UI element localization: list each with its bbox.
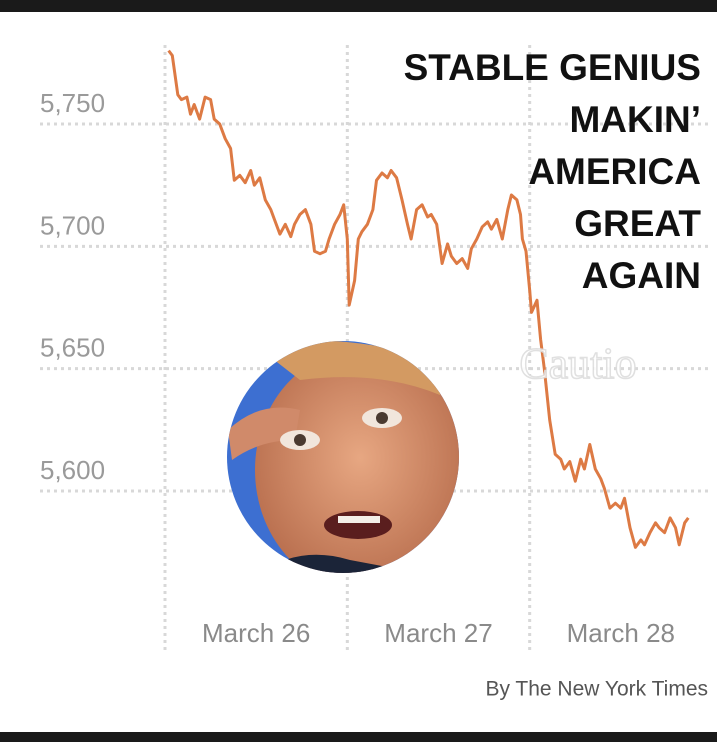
x-tick-label: March 27 (384, 618, 492, 648)
title-line: AMERICA (528, 151, 701, 192)
top-bar (0, 0, 717, 12)
title-line: AGAIN (582, 255, 701, 296)
y-tick-label: 5,700 (40, 210, 105, 240)
plot (167, 49, 690, 549)
y-tick-label: 5,750 (40, 88, 105, 118)
title-line: GREAT (574, 203, 701, 244)
y-tick-label: 5,600 (40, 455, 105, 485)
y-tick-label: 5,650 (40, 333, 105, 363)
credit: By The New York Times (485, 678, 708, 701)
photo (227, 341, 459, 573)
bottom-bar (0, 732, 717, 742)
line (167, 49, 690, 549)
title-line: STABLE GENIUS (404, 47, 701, 88)
title-line: MAKIN’ (569, 99, 701, 140)
title: STABLE GENIUS MAKIN’ AMERICA GREAT AGAIN (404, 47, 702, 296)
x-tick-label: March 28 (567, 618, 675, 648)
grid: 5,600 5,650 5,700 5,750 March 26 March 27 Marc… (40, 45, 712, 650)
x-tick-label: March 26 (202, 618, 310, 648)
watermark: Cautio (519, 339, 636, 388)
